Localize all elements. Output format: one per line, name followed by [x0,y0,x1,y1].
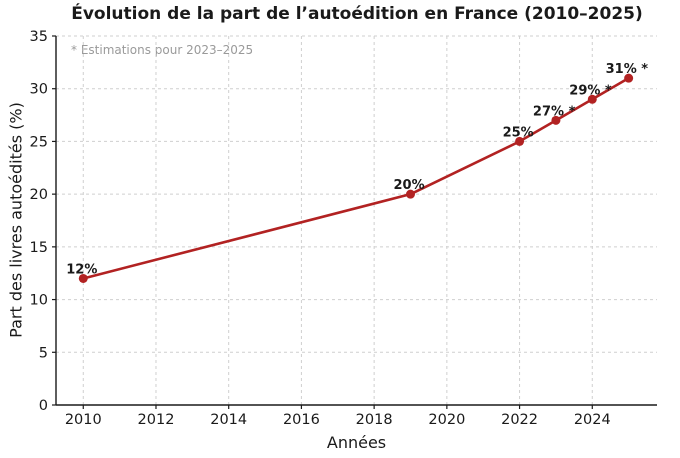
y-tick-label: 25 [30,134,48,150]
estimation-note: * Estimations pour 2023–2025 [71,43,254,57]
data-point [624,73,634,83]
y-tick-label: 5 [39,345,48,361]
x-tick-label: 2010 [65,412,102,428]
data-point [78,273,88,283]
data-point [515,136,525,146]
data-point-label: 20% [393,178,424,193]
x-tick-label: 2018 [356,412,393,428]
x-tick-label: 2014 [210,412,247,428]
data-point [587,94,597,104]
data-point-label: 31% * [606,62,649,77]
data-point [405,189,415,199]
y-tick-label: 15 [30,240,48,256]
x-tick-label: 2024 [574,412,611,428]
y-tick-label: 10 [30,293,48,309]
x-axis-label: Années [326,433,387,452]
data-point [551,115,561,125]
data-point-label: 25% [503,125,534,140]
data-line [81,76,630,280]
y-tick-label: 30 [30,82,48,98]
x-tick-label: 2012 [138,412,175,428]
x-tick-label: 2022 [501,412,538,428]
data-point-label: 29% * [569,83,612,98]
data-point-label: 27% * [533,104,576,119]
x-tick-label: 2020 [428,412,465,428]
y-tick-label: 35 [30,29,48,45]
x-tick-label: 2016 [283,412,320,428]
y-tick-label: 0 [39,398,48,414]
y-tick-label: 20 [30,187,48,203]
data-point-label: 12% [66,262,97,277]
chart-title: Évolution de la part de l’autoédition en… [71,4,643,24]
